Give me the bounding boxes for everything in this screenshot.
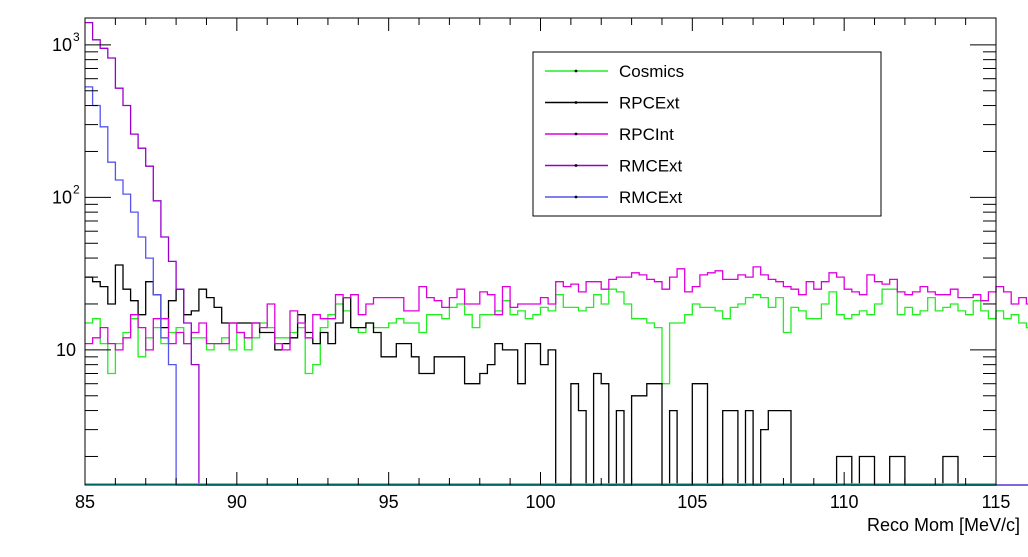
x-tick-label: 115 — [982, 492, 1011, 512]
legend-label: Cosmics — [619, 62, 684, 81]
legend-marker — [574, 132, 578, 136]
series-line-3-rpcint — [85, 266, 1028, 351]
y-tick-label: 10 — [52, 187, 72, 207]
y-tick-label-exponent: 2 — [73, 182, 80, 196]
x-tick-label: 85 — [75, 492, 95, 512]
legend-label: RMCExt — [619, 157, 683, 176]
y-tick-label-exponent: 3 — [73, 30, 80, 44]
x-tick-label: 110 — [830, 492, 859, 512]
legend-marker — [574, 195, 578, 199]
x-tick-label: 100 — [525, 492, 555, 512]
legend-label: RPCExt — [619, 94, 680, 113]
series-line-1-cosmics — [85, 288, 1028, 385]
x-tick-label: 90 — [227, 492, 247, 512]
legend-marker — [574, 69, 578, 73]
x-tick-label: 95 — [379, 492, 399, 512]
series-line-2-rpcext — [85, 264, 1028, 486]
legend: Cosmics RPCExt RPCInt RMCExt RMCExt — [532, 51, 882, 217]
x-axis-title: Reco Mom [MeV/c] — [867, 515, 1020, 535]
y-tick-label: 10 — [56, 340, 76, 360]
legend-marker — [574, 101, 578, 104]
legend-label: RMCExt — [619, 188, 683, 207]
legend-marker — [574, 164, 578, 167]
y-tick-label: 10 — [52, 35, 72, 55]
x-tick-labels: 85 90 95 100 105 110 115 — [75, 492, 1010, 512]
legend-label: RPCInt — [619, 125, 674, 144]
x-tick-label: 105 — [677, 492, 707, 512]
plot-frame — [84, 17, 997, 486]
